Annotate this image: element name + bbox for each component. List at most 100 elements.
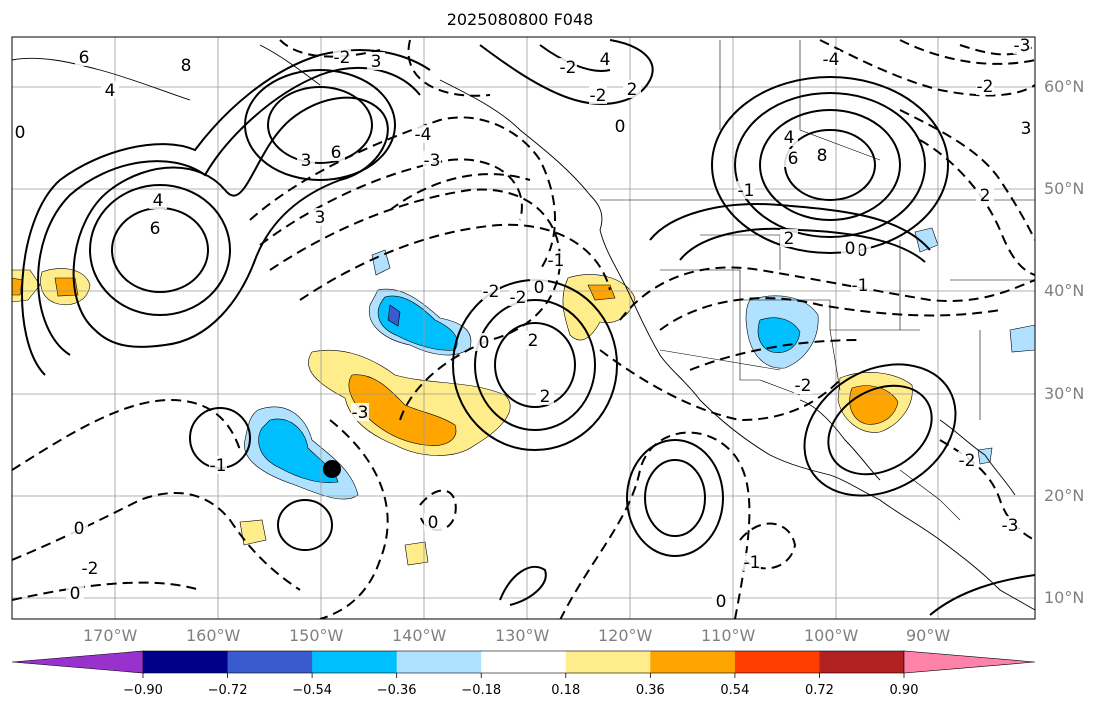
contour-lines [12,39,1035,619]
colorbar-tick-label: −0.72 [207,683,248,698]
positive-anomaly-region [404,541,429,566]
contour-label-background [1017,119,1035,137]
contour-label-background [536,387,554,405]
contour-label: 0 [70,584,81,604]
contour-label-background [784,149,802,167]
contour-label: 3 [371,52,382,72]
contour-label-background [66,584,84,602]
contour-label: 8 [817,146,828,166]
colorbar-tick-label: 0.54 [720,683,750,698]
contour-label-background [101,81,119,99]
contour-label: 2 [540,387,551,407]
positive-contours [21,39,1035,616]
contour-label: -3 [352,403,369,423]
colorbar-tick-label: 0.90 [889,683,919,698]
contour-label: -2 [483,282,500,302]
contour-label: 4 [600,50,611,70]
contour-label: 0 [15,123,26,143]
map-title: 2025080800 F048 [446,10,594,29]
contour-label-background [12,123,29,141]
contour-label-background [841,239,859,257]
contour-label-background [559,58,577,76]
contour-label: 0 [857,241,868,261]
longitude-label: 110°W [701,626,756,645]
colorbar-segment [143,651,229,673]
contour-label-background [822,50,840,68]
longitude-label: 170°W [83,626,138,645]
longitude-label: 130°W [495,626,550,645]
colorbar-segment [396,651,482,673]
contour-label-background [423,151,441,169]
latitude-label: 30°N [1044,384,1085,403]
positive-anomaly-region [54,277,79,297]
colorbar-tick-label: −0.54 [292,683,333,698]
map-frame [11,36,1036,620]
contour-label: 2 [784,229,795,249]
contour-label: 0 [74,519,85,539]
contour-label: 3 [301,151,312,171]
contour-label: -4 [415,125,432,145]
colorbar-min-extension [11,650,144,674]
colorbar-tick-label: −0.18 [461,683,502,698]
contour-label-background [958,451,976,469]
contour-label: -2 [510,288,527,308]
contour-label-background [311,208,329,226]
contour-label-background [297,151,315,169]
negative-contours [12,39,1035,619]
contour-label: -2 [334,48,351,68]
contour-label-background [524,331,542,349]
contour-label: 4 [153,191,164,211]
negative-anomaly-core [387,304,401,327]
colorbar-tick-label: 0.18 [551,683,581,698]
negative-anomaly-region [258,418,339,483]
contour-label: 6 [150,219,161,239]
contour-label-background [976,77,994,95]
hurricane-position-dot [323,460,341,478]
contour-label-background [424,513,442,531]
contour-label-background [81,559,99,577]
shaded-anomaly-fields [12,227,1035,566]
contour-label-background [146,219,164,237]
colorbar-segment [650,651,736,673]
contour-label-background [1013,37,1031,54]
colorbar-segment [227,651,313,673]
contour-label: 6 [331,143,342,163]
contour-label: 0 [845,239,856,259]
latitude-label: 20°N [1044,486,1085,505]
graticule [12,37,1035,619]
negative-anomaly-region [1009,324,1035,353]
contour-label: 2 [627,80,638,100]
contour-label-background [976,186,994,204]
contour-label-background [327,143,345,161]
contour-label-background [813,146,831,164]
contour-label-background [794,376,812,394]
contour-label: -2 [795,376,812,396]
colorbar-tick-label: −0.36 [376,683,417,698]
positive-anomaly-region [239,519,267,546]
colorbar-segment [481,651,567,673]
contour-label: 6 [79,48,90,68]
contour-label-background [75,48,93,66]
contour-label: 4 [105,81,116,101]
contour-label: 0 [534,278,545,298]
contour-label-background [780,128,798,146]
contour-label: -2 [977,77,994,97]
colorbar-segment [734,651,820,673]
latitude-label: 60°N [1044,77,1085,96]
contour-label: -3 [1014,36,1031,56]
contour-label-background [547,251,565,269]
contour-label-background [177,56,195,74]
colorbar-max-extension [903,650,1036,674]
contour-label-background [611,117,629,135]
contour-label: -1 [738,181,755,201]
colorbar-tick-label: 0.72 [804,683,834,698]
longitude-label: 120°W [598,626,653,645]
contour-label: 0 [615,117,626,137]
contour-label: 0 [428,513,439,533]
contour-label: 2 [528,331,539,351]
positive-anomaly-region [587,284,616,301]
contour-label: 4 [784,128,795,148]
contour-label-background [780,229,798,247]
contour-label: 3 [315,208,326,228]
